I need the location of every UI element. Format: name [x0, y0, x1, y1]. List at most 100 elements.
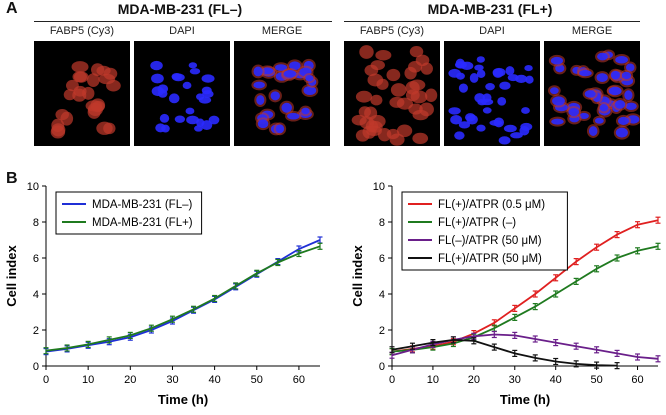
cell-nucleus	[621, 71, 632, 80]
y-tick-label: 0	[379, 361, 385, 373]
cell-cytoplasm	[390, 83, 407, 97]
cell-nucleus	[505, 66, 515, 76]
series-line	[391, 333, 659, 360]
cell-nucleus	[275, 124, 285, 134]
cell-nucleus	[515, 74, 528, 83]
y-axis-label: Cell index	[350, 245, 365, 307]
growth-chart-right: 0 2 4 6 8 10 0 10 20 30 40 50 60 Time (h) Cell index FL…	[350, 181, 661, 407]
series-line	[45, 239, 321, 353]
cell-cytoplasm	[66, 79, 79, 92]
x-tick-label: 50	[590, 374, 602, 386]
panel-b-letter: B	[6, 170, 18, 187]
cell-cytoplasm	[364, 106, 378, 120]
x-tick-label: 60	[293, 374, 305, 386]
micrograph-fabp5-fl-plus	[344, 41, 440, 146]
cell-nucleus	[208, 115, 220, 125]
y-tick-label: 8	[33, 217, 39, 229]
y-tick-label: 4	[379, 289, 385, 301]
legend-label: FL(+)/ATPR (50 μM)	[438, 253, 542, 265]
x-tick-label: 30	[509, 374, 521, 386]
x-tick-label: 10	[427, 374, 439, 386]
cell-nucleus	[480, 98, 494, 106]
cell-nucleus	[253, 66, 263, 77]
cell-nucleus	[469, 73, 479, 83]
micrograph-merge-fl-minus	[234, 41, 330, 146]
y-tick-label: 6	[33, 253, 39, 265]
cell-cytoplasm	[96, 121, 113, 135]
cell-cytoplasm	[412, 109, 429, 121]
cell-nucleus	[448, 107, 461, 115]
cell-nucleus	[186, 115, 199, 125]
image-label-merge: MERGE	[261, 25, 303, 37]
micrograph-fabp5-fl-minus	[34, 41, 130, 146]
cell-cytoplasm	[60, 111, 74, 126]
cell-nucleus	[503, 124, 517, 133]
cell-nucleus	[584, 90, 596, 98]
cell-nucleus	[301, 107, 310, 115]
cell-cytoplasm	[98, 73, 116, 85]
series-line	[391, 219, 659, 353]
cell-cytoplasm	[355, 90, 373, 103]
cell-nucleus	[454, 131, 465, 140]
x-tick-label: 40	[550, 374, 562, 386]
cell-nucleus	[549, 87, 559, 95]
image-label-dapi: DAPI	[169, 25, 195, 37]
cell-nucleus	[287, 112, 300, 120]
cell-cytoplasm	[396, 97, 414, 110]
cell-cytoplasm	[375, 49, 392, 61]
x-tick-label: 40	[208, 374, 220, 386]
cell-nucleus	[476, 124, 486, 132]
micrograph-merge-fl-plus	[544, 41, 640, 146]
cell-nucleus	[305, 75, 314, 82]
cell-cytoplasm	[87, 73, 100, 88]
cell-nucleus	[159, 113, 170, 123]
cell-nucleus	[615, 127, 628, 138]
cell-nucleus	[492, 67, 506, 77]
cell-nucleus	[151, 73, 164, 84]
y-tick-label: 8	[379, 217, 385, 229]
legend-label: FL(–)/ATPR (50 μM)	[438, 235, 542, 247]
cell-nucleus	[256, 95, 265, 106]
x-tick-label: 0	[389, 374, 395, 386]
cell-nucleus	[201, 86, 212, 95]
cell-nucleus	[485, 82, 495, 91]
cell-nucleus	[182, 81, 192, 90]
y-tick-label: 2	[33, 325, 39, 337]
cell-nucleus	[597, 52, 608, 61]
legend-label: FL(+)/ATPR (0.5 μM)	[438, 199, 545, 211]
x-tick-label: 60	[631, 374, 643, 386]
cell-nucleus	[625, 102, 637, 111]
cell-cytoplasm	[50, 125, 66, 139]
micrograph-dapi-fl-plus	[444, 41, 540, 146]
cell-nucleus	[450, 115, 463, 125]
cell-nucleus	[624, 90, 633, 101]
cell-nucleus	[626, 63, 635, 72]
cell-cytoplasm	[362, 125, 376, 139]
cell-nucleus	[519, 125, 530, 136]
cell-nucleus	[568, 107, 580, 117]
cell-cytoplasm	[63, 89, 76, 101]
series-line	[391, 338, 618, 367]
cell-nucleus	[476, 69, 486, 78]
group-title-rule	[344, 21, 640, 22]
cell-nucleus	[283, 70, 297, 78]
cell-nucleus	[168, 93, 180, 104]
cell-nucleus	[552, 96, 565, 106]
cell-nucleus	[474, 64, 484, 71]
cell-nucleus	[579, 70, 592, 77]
legend-label: MDA-MB-231 (FL–)	[92, 199, 192, 211]
cell-nucleus	[579, 112, 589, 119]
y-tick-label: 10	[27, 181, 39, 193]
cell-nucleus	[615, 55, 628, 64]
cell-cytoplasm	[412, 132, 429, 144]
y-tick-label: 0	[33, 361, 39, 373]
cell-nucleus	[185, 107, 195, 115]
cell-cytoplasm	[96, 65, 111, 76]
cell-nucleus	[458, 121, 471, 129]
legend-label: FL(+)/ATPR (–)	[438, 217, 516, 229]
x-tick-label: 20	[124, 374, 136, 386]
cell-cytoplasm	[359, 45, 374, 59]
cell-nucleus	[257, 119, 269, 129]
y-tick-label: 6	[379, 253, 385, 265]
y-tick-label: 2	[379, 325, 385, 337]
